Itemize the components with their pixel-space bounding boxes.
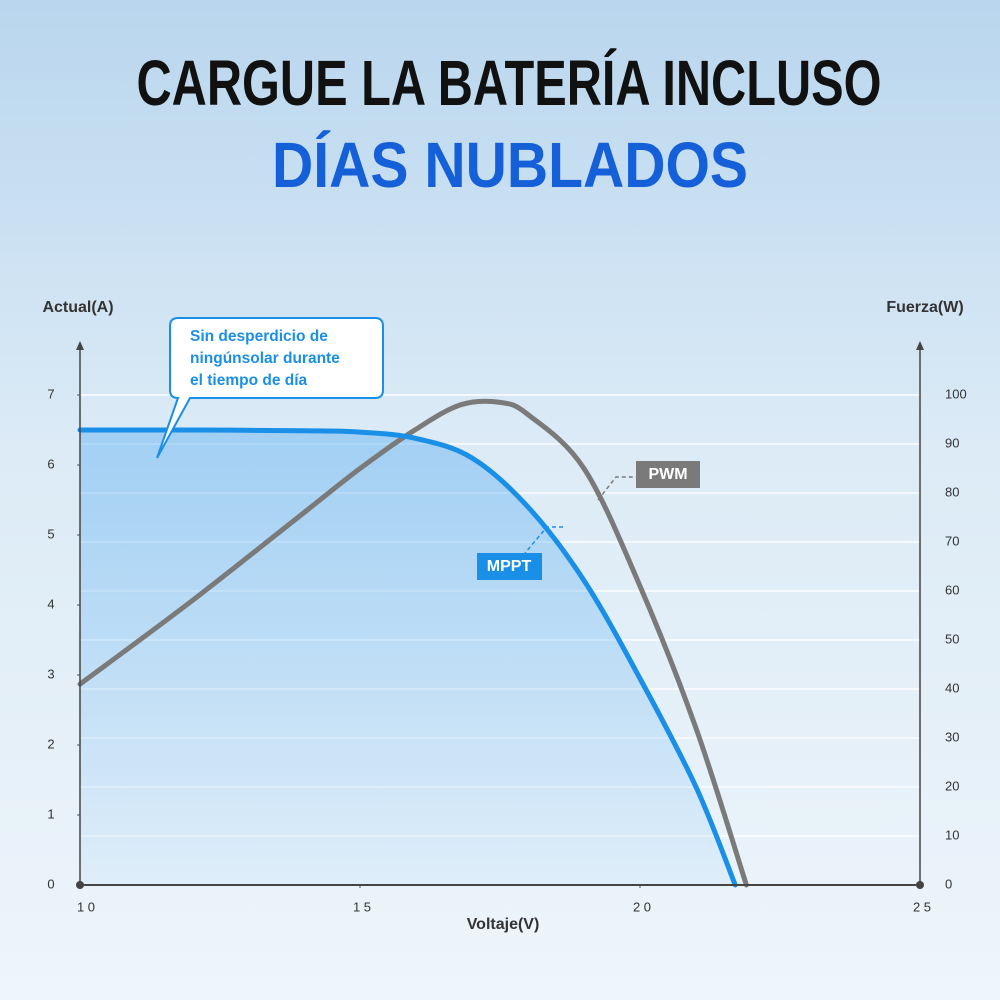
y2-tick-label: 0 [945, 876, 952, 891]
x-tick-label: 2 0 [633, 899, 651, 914]
y-tick-label: 3 [47, 666, 54, 681]
line [77, 427, 738, 888]
y2-tick-label: 80 [945, 484, 959, 499]
y-tick-label: 6 [47, 456, 54, 471]
y2-tick-label: 30 [945, 729, 959, 744]
x-tick-label: 1 0 [77, 899, 95, 914]
x-tick-label: 1 5 [353, 899, 371, 914]
legend-box [477, 553, 542, 580]
x-tick-label: 2 5 [913, 899, 931, 914]
y2-tick-label: 10 [945, 827, 959, 842]
plot-area: 0 10 20 30 40 50 60 70 80 90 100 0 1 2 3 4 5 6 7 1 0 1 5 2 0 2… [47, 341, 967, 914]
y2-tick-label: 50 [945, 631, 959, 646]
y2-tick-label: 100 [945, 386, 967, 401]
legend-label: MPPT [487, 558, 532, 575]
y2-axis-arrow [916, 341, 924, 350]
callout-text: el tiempo de día [190, 372, 308, 389]
y-tick-label: 2 [47, 736, 54, 751]
y-tick-label: 4 [47, 596, 54, 611]
legend-label: PWM [648, 466, 687, 483]
y2-axis-label: Fuerza(W) [886, 299, 963, 316]
axis-dot [916, 881, 924, 889]
leader-line [524, 526, 563, 554]
callout-box [156, 317, 384, 459]
y-tick-label: 0 [47, 876, 54, 891]
axis-dot [76, 881, 84, 889]
subtitle: DÍAS NUBLADOS [272, 129, 748, 201]
x-axis-label: Voltaje(V) [467, 916, 540, 933]
y-tick-label: 5 [47, 526, 54, 541]
y2-tick-label: 70 [945, 533, 959, 548]
y2-tick-label: 20 [945, 778, 959, 793]
leader-line [597, 476, 636, 501]
y-tick-label: 1 [47, 806, 54, 821]
title: CARGUE LA BATERÍA INCLUSO [137, 47, 882, 119]
area [80, 429, 736, 885]
callout-text: ningúnsolar durante [190, 350, 340, 367]
y2-tick-label: 40 [945, 680, 959, 695]
y2-tick-label: 90 [945, 435, 959, 450]
y2-tick-label: 60 [945, 582, 959, 597]
y-axis-label: Actual(A) [42, 299, 113, 316]
y-axis-arrow [76, 341, 84, 350]
line [77, 398, 749, 888]
y-tick-label: 7 [47, 386, 54, 401]
legend-box [636, 461, 700, 488]
callout-text: Sin desperdicio de [190, 328, 328, 345]
